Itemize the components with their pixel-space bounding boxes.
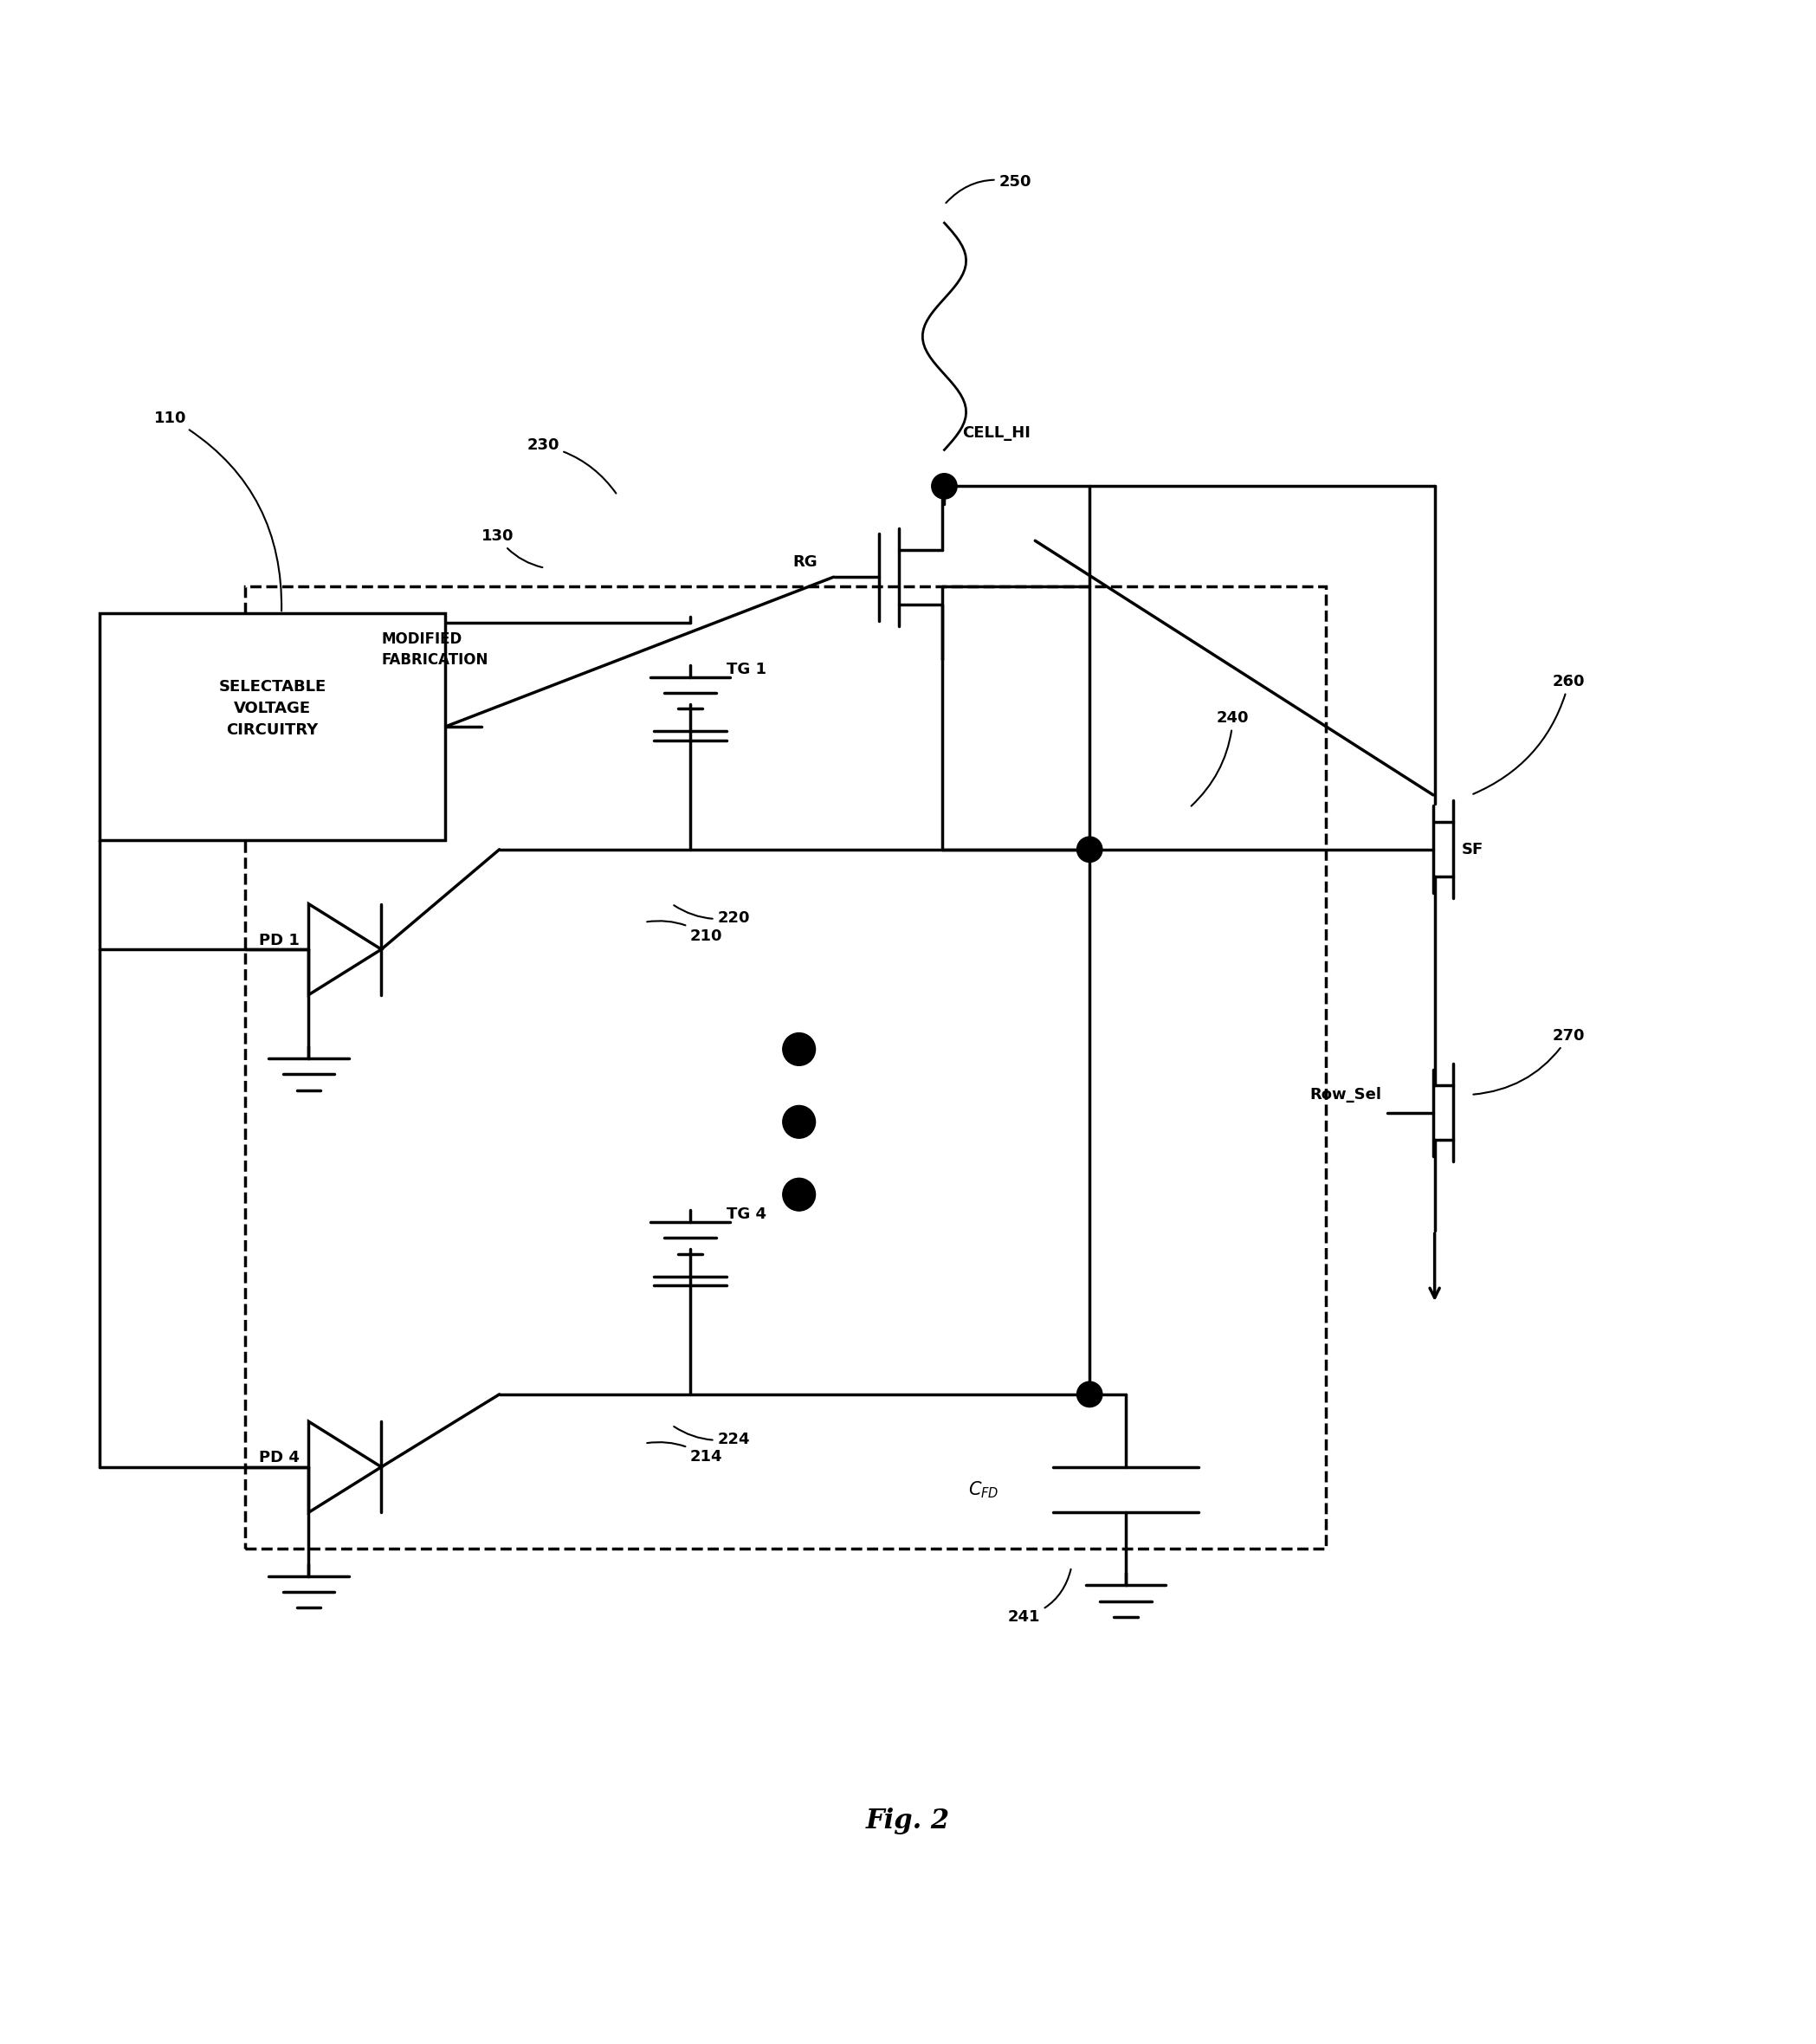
Text: PD 1: PD 1	[260, 932, 300, 948]
Text: 210: 210	[646, 922, 723, 944]
Text: PD 4: PD 4	[260, 1449, 300, 1466]
Circle shape	[932, 474, 957, 499]
Text: 270: 270	[1473, 1028, 1585, 1094]
Text: TG 4: TG 4	[726, 1206, 766, 1222]
Text: SF: SF	[1462, 842, 1484, 856]
Circle shape	[783, 1032, 815, 1065]
Text: $C_{FD}$: $C_{FD}$	[968, 1480, 999, 1500]
Text: TG 1: TG 1	[726, 662, 766, 677]
Text: 260: 260	[1473, 675, 1585, 793]
Text: CELL_HI: CELL_HI	[962, 425, 1031, 442]
Text: Fig. 2: Fig. 2	[866, 1807, 950, 1836]
Text: 241: 241	[1008, 1570, 1071, 1625]
FancyBboxPatch shape	[100, 613, 445, 840]
Text: 250: 250	[946, 174, 1031, 202]
Circle shape	[1077, 1382, 1102, 1406]
Text: 220: 220	[674, 905, 750, 926]
Text: 214: 214	[646, 1443, 723, 1466]
Text: 130: 130	[481, 529, 543, 568]
Text: 110: 110	[154, 411, 281, 611]
Text: RG: RG	[792, 554, 817, 570]
Text: 230: 230	[527, 437, 616, 493]
Circle shape	[1077, 836, 1102, 863]
Text: 224: 224	[674, 1427, 750, 1447]
Text: 240: 240	[1191, 709, 1249, 805]
Text: SELECTABLE
VOLTAGE
CIRCUITRY: SELECTABLE VOLTAGE CIRCUITRY	[218, 679, 327, 738]
Text: MODIFIED
FABRICATION: MODIFIED FABRICATION	[381, 632, 489, 668]
Circle shape	[783, 1106, 815, 1139]
Circle shape	[783, 1177, 815, 1210]
Text: Row_Sel: Row_Sel	[1309, 1087, 1382, 1102]
